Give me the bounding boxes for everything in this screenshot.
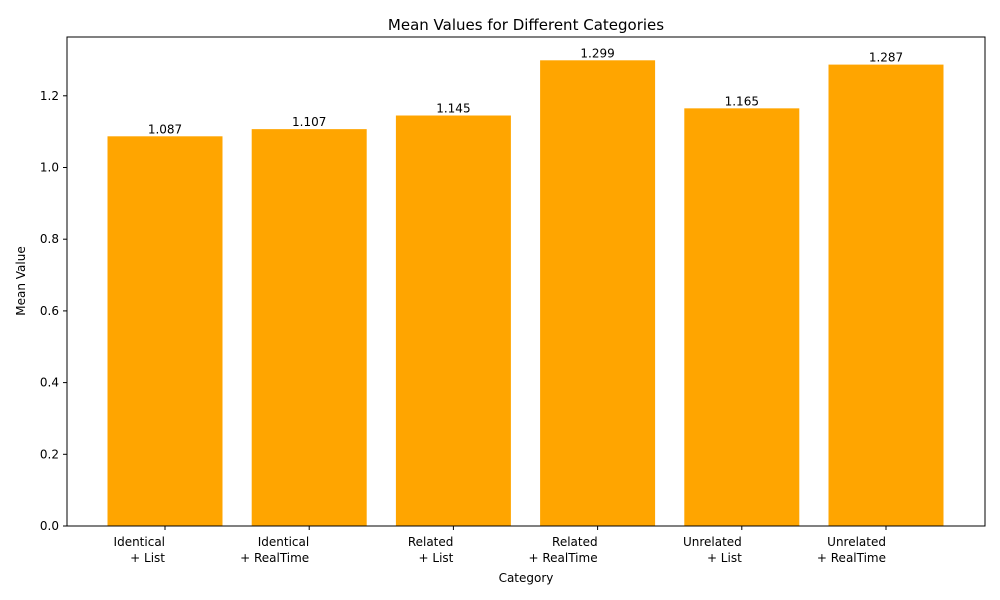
x-tick-label: Unrelated + List xyxy=(683,535,742,565)
x-axis-label: Category xyxy=(499,571,554,585)
chart-title: Mean Values for Different Categories xyxy=(388,16,664,34)
bar xyxy=(684,108,800,526)
bar xyxy=(107,136,223,526)
bar xyxy=(251,129,367,527)
x-tick-label: Identical + RealTime xyxy=(240,535,309,565)
axis-ticks: Identical + List Identical + RealTime Relate… xyxy=(40,89,887,565)
bar-value-label: 1.299 xyxy=(580,46,614,60)
bar xyxy=(395,115,511,527)
y-tick-label: 1.2 xyxy=(40,89,59,103)
y-tick-label: 0.2 xyxy=(40,447,59,461)
bar-value-label: 1.107 xyxy=(292,115,326,129)
data-labels: 1.087 1.107 1.145 1.299 1.165 1.287 xyxy=(148,46,903,136)
bar xyxy=(540,60,656,526)
y-tick-label: 0.8 xyxy=(40,232,59,246)
x-tick-label: Identical + List xyxy=(114,535,166,565)
y-tick-label: 0.4 xyxy=(40,376,59,390)
x-tick-label: Unrelated + RealTime xyxy=(817,535,886,565)
x-tick-label: Related + List xyxy=(408,535,454,565)
y-tick-label: 0.0 xyxy=(40,519,59,533)
bar xyxy=(828,64,944,527)
bars xyxy=(107,60,944,527)
bar-value-label: 1.087 xyxy=(148,122,182,136)
y-axis-label: Mean Value xyxy=(14,246,28,315)
bar-value-label: 1.287 xyxy=(869,51,903,65)
y-tick-label: 1.0 xyxy=(40,160,59,174)
bar-value-label: 1.165 xyxy=(725,94,759,108)
y-tick-label: 0.6 xyxy=(40,304,59,318)
bar-value-label: 1.145 xyxy=(436,102,470,116)
x-tick-label: Related + RealTime xyxy=(528,535,597,565)
plot-frame xyxy=(66,36,986,527)
